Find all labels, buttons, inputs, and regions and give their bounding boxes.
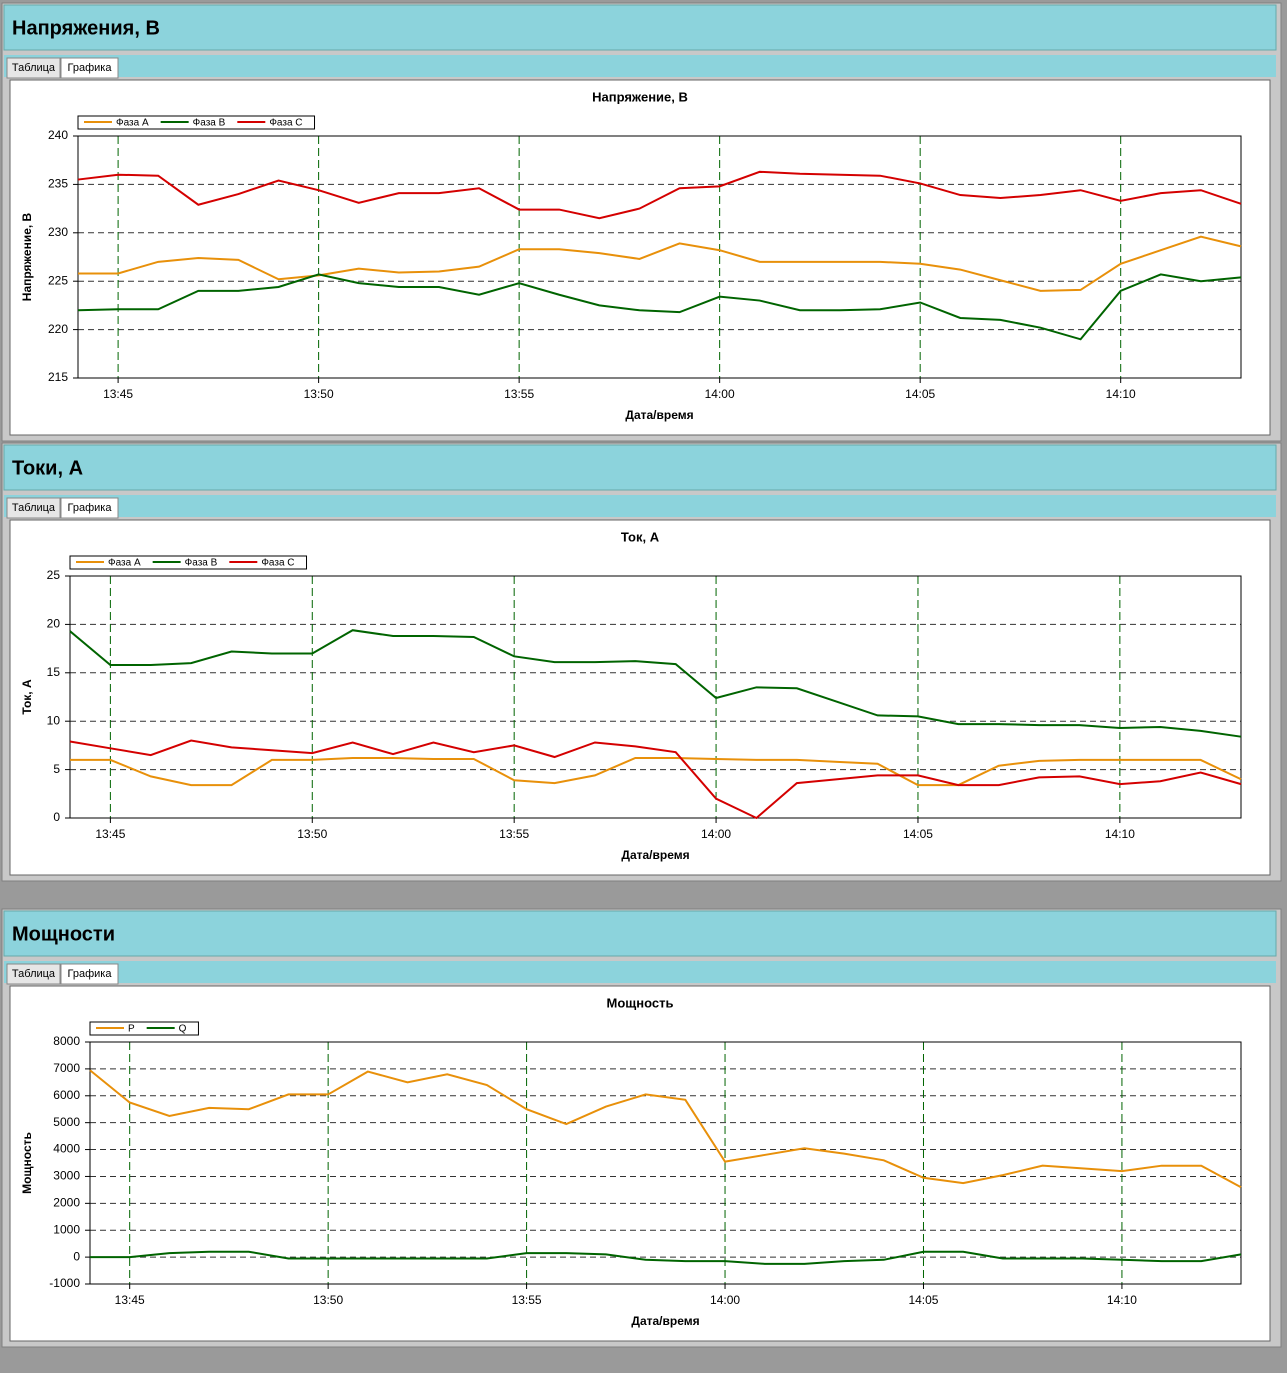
- chart-box: [9, 79, 1271, 436]
- panel-header: [3, 910, 1277, 957]
- x-tick-label: 13:45: [95, 827, 125, 841]
- tab[interactable]: [60, 963, 119, 985]
- legend: [69, 555, 308, 570]
- tab[interactable]: [6, 963, 61, 985]
- x-tick-label: 14:05: [903, 827, 933, 841]
- series-line: [69, 629, 1242, 738]
- legend: [89, 1021, 199, 1036]
- x-tick-label: 14:00: [705, 387, 735, 401]
- plot-border: [89, 1041, 1242, 1285]
- y-tick-label: 3000: [53, 1169, 80, 1183]
- y-tick-label: 230: [48, 225, 68, 239]
- y-tick-label: 0: [73, 1249, 80, 1263]
- y-tick-label: 7000: [53, 1061, 80, 1075]
- chart-title: Ток, А: [621, 529, 660, 544]
- y-tick-label: 215: [48, 370, 68, 384]
- plot-border: [69, 575, 1242, 819]
- legend-label: Фаза А: [116, 118, 149, 129]
- chart-title: Мощность: [607, 995, 674, 1010]
- y-tick-label: 5: [53, 762, 60, 776]
- x-tick-label: 14:05: [908, 1293, 938, 1307]
- x-tick-label: 14:00: [710, 1293, 740, 1307]
- x-tick-label: 13:55: [504, 387, 534, 401]
- series-line: [89, 1069, 1242, 1189]
- plot-border: [77, 135, 1242, 379]
- x-axis-label: Дата/время: [621, 848, 689, 862]
- chart-box: [9, 985, 1271, 1342]
- y-tick-label: 6000: [53, 1088, 80, 1102]
- series-line: [77, 170, 1242, 220]
- legend-label: Фаза А: [108, 558, 141, 569]
- tab-label[interactable]: Таблица: [12, 968, 56, 980]
- x-tick-label: 13:50: [297, 827, 327, 841]
- y-tick-label: 235: [48, 177, 68, 191]
- x-axis-label: Дата/время: [631, 1314, 699, 1328]
- x-axis-label: Дата/время: [625, 408, 693, 422]
- y-tick-label: 1000: [53, 1222, 80, 1236]
- legend-label: Q: [179, 1024, 187, 1035]
- legend-label: Фаза С: [261, 558, 294, 569]
- series-line: [78, 235, 1242, 292]
- x-tick-label: 13:50: [304, 387, 334, 401]
- tab[interactable]: [60, 57, 119, 79]
- x-tick-label: 14:10: [1105, 827, 1135, 841]
- tab-label[interactable]: Таблица: [12, 502, 56, 514]
- y-tick-label: -1000: [49, 1276, 80, 1290]
- legend-label: Фаза В: [193, 118, 226, 129]
- y-axis-label: Напряжение, В: [20, 212, 34, 301]
- tab[interactable]: [6, 497, 61, 519]
- y-tick-label: 8000: [53, 1034, 80, 1048]
- tab[interactable]: [60, 497, 119, 519]
- tab-strip: [4, 55, 1276, 77]
- panel-header: [3, 444, 1277, 491]
- panel-title: Токи, А: [12, 457, 83, 479]
- y-tick-label: 15: [47, 665, 61, 679]
- y-tick-label: 220: [48, 322, 68, 336]
- y-axis-label: Ток, А: [20, 679, 34, 715]
- panel-title: Мощности: [12, 923, 115, 945]
- x-tick-label: 13:45: [115, 1293, 145, 1307]
- y-axis-label: Мощность: [20, 1132, 34, 1194]
- y-tick-label: 2000: [53, 1196, 80, 1210]
- y-tick-label: 20: [47, 617, 61, 631]
- series-line: [69, 739, 1242, 820]
- chart-title: Напряжение, В: [592, 89, 688, 104]
- legend-label: Фаза В: [185, 558, 218, 569]
- x-tick-label: 13:55: [512, 1293, 542, 1307]
- y-tick-label: 225: [48, 273, 68, 287]
- x-tick-label: 14:00: [701, 827, 731, 841]
- tab-label[interactable]: Таблица: [12, 62, 56, 74]
- tab-label[interactable]: Графика: [68, 502, 113, 514]
- x-tick-label: 14:10: [1107, 1293, 1137, 1307]
- tab[interactable]: [6, 57, 61, 79]
- panel-header: [3, 4, 1277, 51]
- tab-label[interactable]: Графика: [68, 968, 113, 980]
- x-tick-label: 13:55: [499, 827, 529, 841]
- y-tick-label: 5000: [53, 1115, 80, 1129]
- legend-label: P: [128, 1024, 135, 1035]
- legend: [77, 115, 316, 130]
- tab-label[interactable]: Графика: [68, 62, 113, 74]
- series-line: [77, 273, 1242, 341]
- y-tick-label: 4000: [53, 1142, 80, 1156]
- chart-box: [9, 519, 1271, 876]
- x-tick-label: 14:10: [1106, 387, 1136, 401]
- y-tick-label: 0: [53, 810, 60, 824]
- tab-strip: [4, 961, 1276, 983]
- series-line: [90, 1250, 1242, 1265]
- tab-strip: [4, 495, 1276, 517]
- y-tick-label: 240: [48, 128, 68, 142]
- x-tick-label: 13:50: [313, 1293, 343, 1307]
- y-tick-label: 25: [47, 568, 61, 582]
- series-line: [70, 756, 1242, 787]
- legend-label: Фаза С: [269, 118, 302, 129]
- x-tick-label: 13:45: [103, 387, 133, 401]
- y-tick-label: 10: [47, 713, 61, 727]
- panel-title: Напряжения, В: [12, 17, 160, 39]
- x-tick-label: 14:05: [905, 387, 935, 401]
